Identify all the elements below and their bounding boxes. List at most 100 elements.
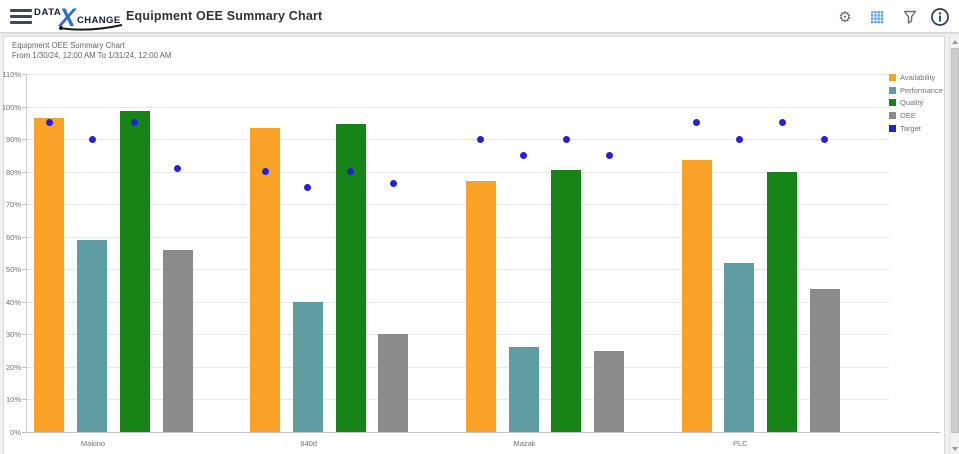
gridline bbox=[26, 367, 889, 368]
bar-availability-makino[interactable] bbox=[34, 117, 65, 432]
bar-performance-mazak[interactable] bbox=[508, 347, 539, 432]
bar-oee-plc[interactable] bbox=[809, 288, 840, 432]
bar-performance-plc[interactable] bbox=[724, 262, 755, 432]
y-axis-label: 60% bbox=[5, 232, 21, 242]
bar-quality-plc[interactable] bbox=[767, 171, 798, 432]
legend-label: OEE bbox=[900, 110, 916, 120]
target-dot-performance-840d[interactable] bbox=[304, 184, 312, 192]
y-axis-tick bbox=[22, 367, 26, 368]
target-dot-oee-makino[interactable] bbox=[174, 164, 182, 172]
y-axis-label: 30% bbox=[5, 329, 21, 339]
chart-title: Equipment OEE Summary Chart bbox=[12, 41, 125, 50]
legend-label: Quality bbox=[900, 98, 924, 108]
scroll-up-arrow-icon[interactable] bbox=[950, 36, 959, 47]
y-axis-tick bbox=[22, 107, 26, 108]
gridline bbox=[26, 139, 889, 140]
target-dot-quality-plc[interactable] bbox=[778, 119, 786, 127]
bar-performance-840d[interactable] bbox=[292, 301, 323, 432]
logo-text-change: CHANGE bbox=[77, 15, 121, 26]
legend-swatch-performance bbox=[889, 86, 896, 94]
legend-swatch-target bbox=[889, 124, 896, 132]
gridline bbox=[26, 172, 889, 173]
target-dot-performance-mazak[interactable] bbox=[520, 151, 528, 159]
x-axis-label: Mazak bbox=[513, 439, 536, 448]
logo-text-x: X bbox=[57, 4, 77, 32]
info-icon bbox=[931, 8, 949, 26]
target-dot-performance-plc[interactable] bbox=[735, 135, 743, 143]
y-axis-tick bbox=[22, 237, 26, 238]
bar-oee-makino[interactable] bbox=[162, 249, 193, 432]
gridline bbox=[26, 107, 889, 108]
legend-label: Availability bbox=[900, 73, 936, 82]
gridline bbox=[26, 302, 889, 303]
legend-item-performance[interactable]: Performance bbox=[889, 86, 943, 95]
y-axis-label: 100% bbox=[1, 102, 21, 112]
target-dot-oee-mazak[interactable] bbox=[605, 151, 613, 159]
legend-label: Performance bbox=[900, 85, 943, 95]
bar-quality-mazak[interactable] bbox=[551, 170, 582, 432]
settings-button[interactable]: ⚙ bbox=[833, 5, 857, 29]
gridline bbox=[26, 237, 889, 238]
dataxchange-logo: DATA X CHANGE bbox=[32, 2, 124, 37]
target-dot-quality-840d[interactable] bbox=[347, 168, 355, 176]
x-axis-label: 840d bbox=[300, 439, 318, 448]
y-axis-tick bbox=[22, 399, 26, 400]
legend-item-availability[interactable]: Availability bbox=[889, 73, 935, 82]
gridline bbox=[26, 74, 889, 75]
gridline bbox=[26, 204, 889, 205]
chart-panel: Equipment OEE Summary Chart From 1/30/24… bbox=[2, 36, 945, 454]
y-axis-tick bbox=[22, 334, 26, 335]
y-axis-label: 70% bbox=[5, 199, 21, 209]
filter-funnel-icon bbox=[903, 10, 917, 24]
grid-view-icon bbox=[870, 10, 884, 24]
bar-availability-plc[interactable] bbox=[681, 160, 712, 432]
bar-quality-makino[interactable] bbox=[119, 111, 150, 432]
x-axis-label: PLC bbox=[732, 439, 748, 448]
menu-icon[interactable] bbox=[10, 9, 32, 24]
y-axis-tick bbox=[22, 302, 26, 303]
target-dot-availability-makino[interactable] bbox=[45, 119, 53, 127]
y-axis-label: 90% bbox=[5, 134, 21, 144]
target-dot-oee-plc[interactable] bbox=[821, 135, 829, 143]
legend-item-target[interactable]: Target bbox=[889, 124, 921, 133]
bar-availability-840d[interactable] bbox=[250, 127, 281, 432]
y-axis-tick bbox=[22, 269, 26, 270]
target-dot-availability-plc[interactable] bbox=[693, 119, 701, 127]
bar-oee-mazak[interactable] bbox=[594, 350, 625, 432]
target-dot-performance-makino[interactable] bbox=[88, 135, 96, 143]
logo-graphic: DATA X CHANGE bbox=[34, 4, 123, 32]
legend-swatch-oee bbox=[889, 111, 896, 119]
chart-plot-area: 0% 10% 20% 30% 40% 50% 60% 70% 80% 90% 100% 110% Mak… bbox=[2, 37, 944, 454]
bar-performance-makino[interactable] bbox=[77, 239, 108, 432]
app-header: DATA X CHANGE Equipment OEE Summary Char… bbox=[0, 0, 959, 33]
logo-text-data: DATA bbox=[34, 7, 61, 18]
page-title: Equipment OEE Summary Chart bbox=[126, 9, 323, 23]
bar-availability-mazak[interactable] bbox=[465, 181, 496, 432]
legend-item-oee[interactable]: OEE bbox=[889, 111, 916, 120]
target-dot-oee-840d[interactable] bbox=[389, 179, 397, 187]
x-axis-label: Makino bbox=[80, 439, 106, 448]
target-dot-availability-840d[interactable] bbox=[261, 168, 269, 176]
info-button[interactable] bbox=[928, 5, 952, 29]
y-axis-tick bbox=[22, 74, 26, 75]
y-axis-tick bbox=[22, 204, 26, 205]
scroll-down-arrow-icon[interactable] bbox=[950, 443, 959, 454]
target-dot-quality-mazak[interactable] bbox=[562, 135, 570, 143]
legend-item-quality[interactable]: Quality bbox=[889, 98, 923, 107]
vertical-scrollbar[interactable] bbox=[949, 36, 959, 454]
y-axis-tick bbox=[22, 139, 26, 140]
gridline bbox=[26, 399, 889, 400]
y-axis-label: 40% bbox=[5, 297, 21, 307]
grid-view-button[interactable] bbox=[865, 5, 889, 29]
y-axis-label: 10% bbox=[5, 394, 21, 404]
legend-swatch-availability bbox=[889, 74, 896, 81]
target-dot-availability-mazak[interactable] bbox=[477, 135, 485, 143]
gridline bbox=[26, 334, 889, 335]
target-dot-quality-makino[interactable] bbox=[131, 119, 139, 127]
gridline bbox=[26, 269, 889, 270]
bar-oee-840d[interactable] bbox=[378, 334, 409, 432]
scrollbar-thumb[interactable] bbox=[951, 48, 959, 433]
bar-quality-840d[interactable] bbox=[335, 124, 366, 432]
filter-button[interactable] bbox=[898, 5, 922, 29]
y-axis-label: 80% bbox=[5, 167, 21, 177]
